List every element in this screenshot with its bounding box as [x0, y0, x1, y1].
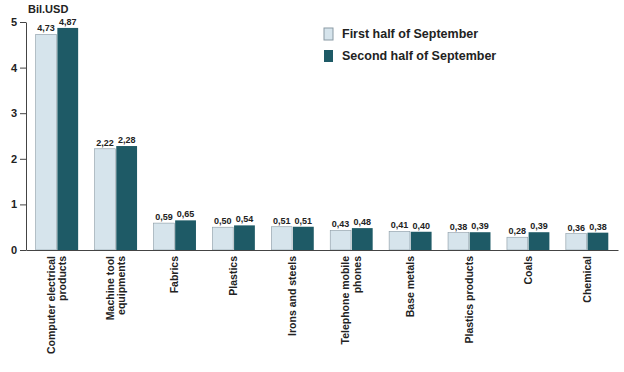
x-tick-label: Telephone mobilephones [339, 256, 363, 345]
y-tick: 5 [11, 16, 26, 28]
x-tick-label: Plastics products [463, 256, 475, 344]
x-tick-label: Chemical [581, 256, 593, 303]
data-label: 0,50 [214, 216, 232, 226]
data-label: 2,28 [118, 135, 136, 145]
y-tick-label: 2 [11, 153, 17, 165]
y-tick-label: 3 [11, 107, 17, 119]
bar [57, 28, 78, 250]
x-axis-line [27, 250, 619, 251]
x-tick: Base metals [404, 256, 416, 317]
y-tick: 3 [11, 107, 26, 119]
bar [529, 232, 550, 250]
x-tick-label: Base metals [404, 256, 416, 317]
y-tick: 4 [11, 62, 26, 74]
bar [95, 149, 116, 250]
data-label: 0,28 [509, 226, 527, 236]
data-labels: 4,73 2,22 0,59 0,50 0,51 0,43 0,41 0,38 0,28 0,36… [37, 17, 606, 236]
x-tick-label: Plastics [227, 256, 239, 296]
bar [154, 223, 175, 250]
x-tick: Plastics products [463, 256, 475, 344]
x-tick: Fabrics [168, 256, 180, 294]
x-tick-label: Fabrics [168, 256, 180, 294]
y-tick-label: 1 [11, 198, 17, 210]
x-tick: Chemical [581, 256, 593, 303]
x-axis: Computer electricalproducts Machine toole… [27, 251, 619, 355]
bars [36, 28, 609, 250]
data-label: 0,65 [177, 209, 195, 219]
y-axis-line [26, 23, 27, 251]
data-label: 0,41 [391, 220, 409, 230]
x-tick: Telephone mobilephones [339, 256, 363, 345]
y-tick-label: 0 [11, 244, 17, 256]
chart-svg: 4,73 2,22 0,59 0,50 0,51 0,43 0,41 0,38 0,28 0,36… [0, 0, 624, 372]
bar [566, 234, 587, 250]
bar [507, 237, 528, 250]
data-label: 0,43 [332, 219, 350, 229]
data-label: 0,48 [354, 217, 372, 227]
data-label: 0,51 [295, 216, 313, 226]
y-tick-mark [20, 250, 26, 251]
y-tick-label: 4 [11, 62, 18, 74]
x-tick-label: Machine toolequipments [104, 256, 128, 320]
bar [293, 227, 314, 250]
y-tick-mark [20, 159, 26, 160]
data-label: 0,54 [236, 214, 254, 224]
y-tick-mark [20, 204, 26, 205]
bar [234, 225, 255, 250]
bar [271, 227, 292, 250]
legend-label: Second half of September [342, 49, 496, 63]
bar [389, 231, 410, 250]
data-label: 0,39 [471, 221, 489, 231]
data-label: 0,51 [273, 216, 291, 226]
x-tick: Machine toolequipments [104, 256, 128, 320]
data-label: 0,38 [589, 222, 607, 232]
y-tick: 1 [11, 198, 26, 210]
plot: 4,73 2,22 0,59 0,50 0,51 0,43 0,41 0,38 0,28 0,36… [11, 16, 619, 354]
y-tick: 2 [11, 153, 26, 165]
bar [588, 233, 609, 250]
x-tick-label: Computer electricalproducts [45, 256, 69, 354]
legend-swatch [324, 28, 333, 40]
data-label: 0,40 [412, 221, 430, 231]
x-tick: Computer electricalproducts [45, 256, 69, 354]
y-tick: 0 [11, 244, 26, 256]
bar [116, 146, 137, 250]
y-axis: 0 1 2 3 4 5 [11, 16, 27, 256]
data-label: 0,39 [530, 221, 548, 231]
bar [448, 233, 469, 250]
bar [411, 232, 432, 250]
data-label: 0,59 [155, 212, 173, 222]
x-tick: Coals [522, 256, 534, 285]
x-tick: Plastics [227, 256, 239, 296]
data-label: 2,22 [96, 138, 114, 148]
bar [36, 34, 57, 250]
legend: First half of September Second half of Se… [324, 27, 496, 63]
x-tick-label: Coals [522, 256, 534, 285]
legend-swatch [324, 50, 333, 62]
y-tick-label: 5 [11, 16, 17, 28]
x-tick-label: Irons and steels [286, 256, 298, 336]
data-label: 4,73 [37, 23, 55, 33]
data-label: 0,36 [567, 223, 585, 233]
bar [470, 232, 491, 250]
bar [175, 220, 196, 250]
y-tick-mark [20, 22, 26, 23]
y-axis-title: Bil.USD [28, 3, 68, 15]
y-tick-mark [20, 113, 26, 114]
y-tick-mark [20, 68, 26, 69]
data-label: 4,87 [59, 17, 77, 27]
bar [212, 227, 233, 250]
bar [330, 230, 351, 250]
chart-container: 4,73 2,22 0,59 0,50 0,51 0,43 0,41 0,38 0,28 0,36… [0, 0, 624, 372]
x-tick: Irons and steels [286, 256, 298, 336]
data-label: 0,38 [450, 222, 468, 232]
legend-label: First half of September [342, 27, 478, 41]
bar [352, 228, 373, 250]
